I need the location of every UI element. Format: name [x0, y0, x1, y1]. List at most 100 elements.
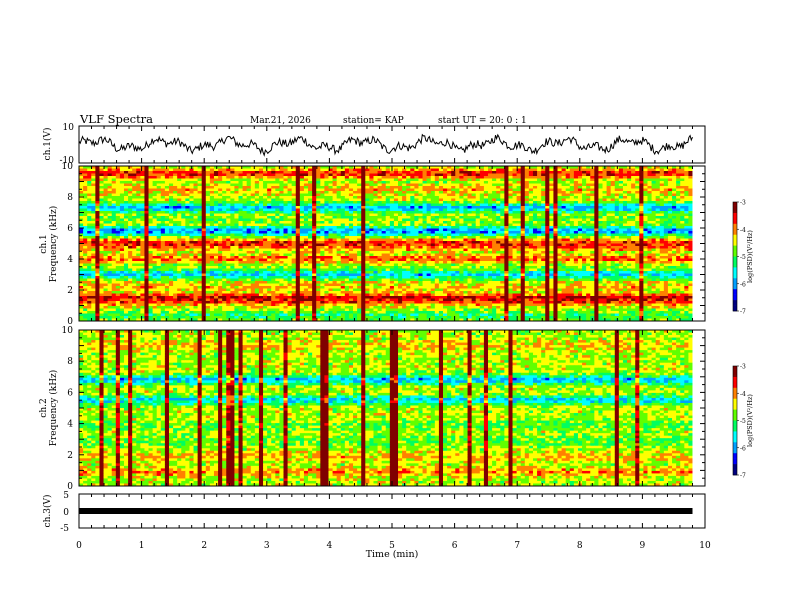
spectrogram-cell: [618, 193, 624, 197]
spectrogram-cell: [83, 193, 88, 197]
spectrogram-cell: [492, 183, 497, 187]
spectrogram-cell: [160, 221, 166, 224]
spectrogram-cell: [209, 191, 215, 194]
spectrogram-cell: [156, 198, 162, 202]
spectrogram-cell: [295, 203, 301, 207]
spectrogram-cell: [467, 188, 473, 192]
spectrogram-cell: [573, 186, 579, 189]
spectrogram-cell: [173, 226, 178, 229]
spectrogram-cell: [164, 246, 170, 249]
spectrogram-cell: [107, 181, 113, 184]
spectrogram-cell: [545, 226, 550, 229]
spectrogram-cell: [111, 238, 117, 242]
spectrogram-cell: [209, 243, 215, 247]
spectrogram-cell: [83, 173, 88, 177]
spectrogram-cell: [193, 216, 199, 219]
spectrogram-cell: [189, 241, 194, 244]
spectrogram-cell: [524, 188, 530, 192]
spectrogram-cell: [332, 171, 338, 174]
spectrogram-cell: [173, 216, 178, 219]
spectrogram-cell: [635, 201, 640, 204]
spectrogram-cell: [279, 243, 284, 247]
spectrogram-cell: [647, 186, 652, 189]
spectrogram-cell: [479, 238, 485, 242]
spectrogram-cell: [201, 221, 207, 224]
spectrogram-cell: [336, 236, 342, 239]
spectrogram-cell: [353, 186, 358, 189]
spectrogram-cell: [279, 216, 284, 219]
spectrogram-cell: [250, 231, 256, 234]
spectrogram-cell: [299, 246, 305, 249]
spectrogram-cell: [160, 166, 166, 169]
spectrogram-cell: [348, 188, 354, 192]
spectrogram-cell: [627, 188, 632, 192]
spectrogram-cell: [185, 206, 190, 209]
spectrogram-cell: [590, 218, 595, 222]
spectrogram-cell: [471, 196, 477, 199]
spectrogram-cell: [373, 241, 378, 244]
spectrogram-cell: [185, 196, 190, 199]
spectrogram-cell: [553, 208, 558, 212]
spectrogram-cell: [95, 236, 100, 239]
spectrogram-cell: [451, 193, 456, 197]
spectrogram-cell: [283, 236, 288, 239]
spectrogram-cell: [418, 173, 423, 177]
spectrogram-cell: [361, 211, 366, 214]
spectrogram-cell: [287, 241, 293, 244]
spectrogram-cell: [303, 173, 309, 177]
spectrogram-cell: [258, 191, 264, 194]
spectrogram-cell: [332, 173, 338, 177]
spectrogram-cell: [377, 243, 383, 247]
spectrogram-cell: [545, 206, 550, 209]
spectrogram-cell: [483, 173, 489, 177]
spectrogram-cell: [283, 176, 288, 179]
spectrogram-cell: [467, 241, 473, 244]
spectrogram-cell: [230, 218, 235, 222]
spectrogram-cell: [516, 208, 522, 212]
spectrogram-cell: [643, 221, 648, 224]
spectrogram-cell: [267, 176, 272, 179]
spectrogram-cell: [573, 191, 579, 194]
spectrogram-cell: [213, 191, 219, 194]
spectrogram-cell: [471, 228, 477, 232]
spectrogram-cell: [389, 218, 395, 222]
spectrogram-cell: [222, 243, 227, 247]
spectrogram-cell: [631, 208, 636, 212]
spectrogram-cell: [590, 176, 595, 179]
spectrogram-cell: [197, 166, 203, 169]
spectrogram-cell: [381, 211, 387, 214]
spectrogram-cell: [639, 188, 644, 192]
spectrogram-cell: [610, 173, 616, 177]
spectrogram-cell: [275, 233, 280, 237]
spectrogram-cell: [594, 243, 599, 247]
spectrogram-cell: [643, 173, 648, 177]
spectrogram-cell: [95, 188, 100, 192]
spectrogram-cell: [573, 213, 579, 217]
spectrogram-cell: [87, 211, 92, 214]
spectrogram-cell: [140, 211, 145, 214]
spectrogram-cell: [565, 208, 571, 212]
spectrogram-cell: [111, 226, 117, 229]
spectrogram-cell: [532, 213, 538, 217]
spectrogram-cell: [234, 166, 239, 169]
spectrogram-cell: [99, 198, 104, 202]
spectrogram-cell: [177, 206, 182, 209]
spectrogram-cell: [111, 166, 117, 169]
spectrogram-cell: [434, 168, 440, 172]
spectrogram-cell: [508, 233, 513, 237]
spectrogram-cell: [500, 193, 505, 197]
spectrogram-cell: [459, 183, 464, 187]
spectrogram-cell: [406, 183, 411, 187]
spectrogram-cell: [283, 208, 288, 212]
spectrogram-cell: [483, 196, 489, 199]
spectrogram-cell: [500, 213, 505, 217]
spectrogram-cell: [218, 246, 223, 249]
spectrogram-cell: [132, 238, 137, 242]
spectrogram-cell: [549, 188, 554, 192]
spectrogram-cell: [128, 221, 133, 224]
spectrogram-cell: [438, 231, 444, 234]
spectrogram-cell: [557, 238, 562, 242]
spectrogram-cell: [308, 198, 313, 202]
spectrogram-cell: [103, 228, 109, 232]
spectrogram-cell: [663, 201, 669, 204]
